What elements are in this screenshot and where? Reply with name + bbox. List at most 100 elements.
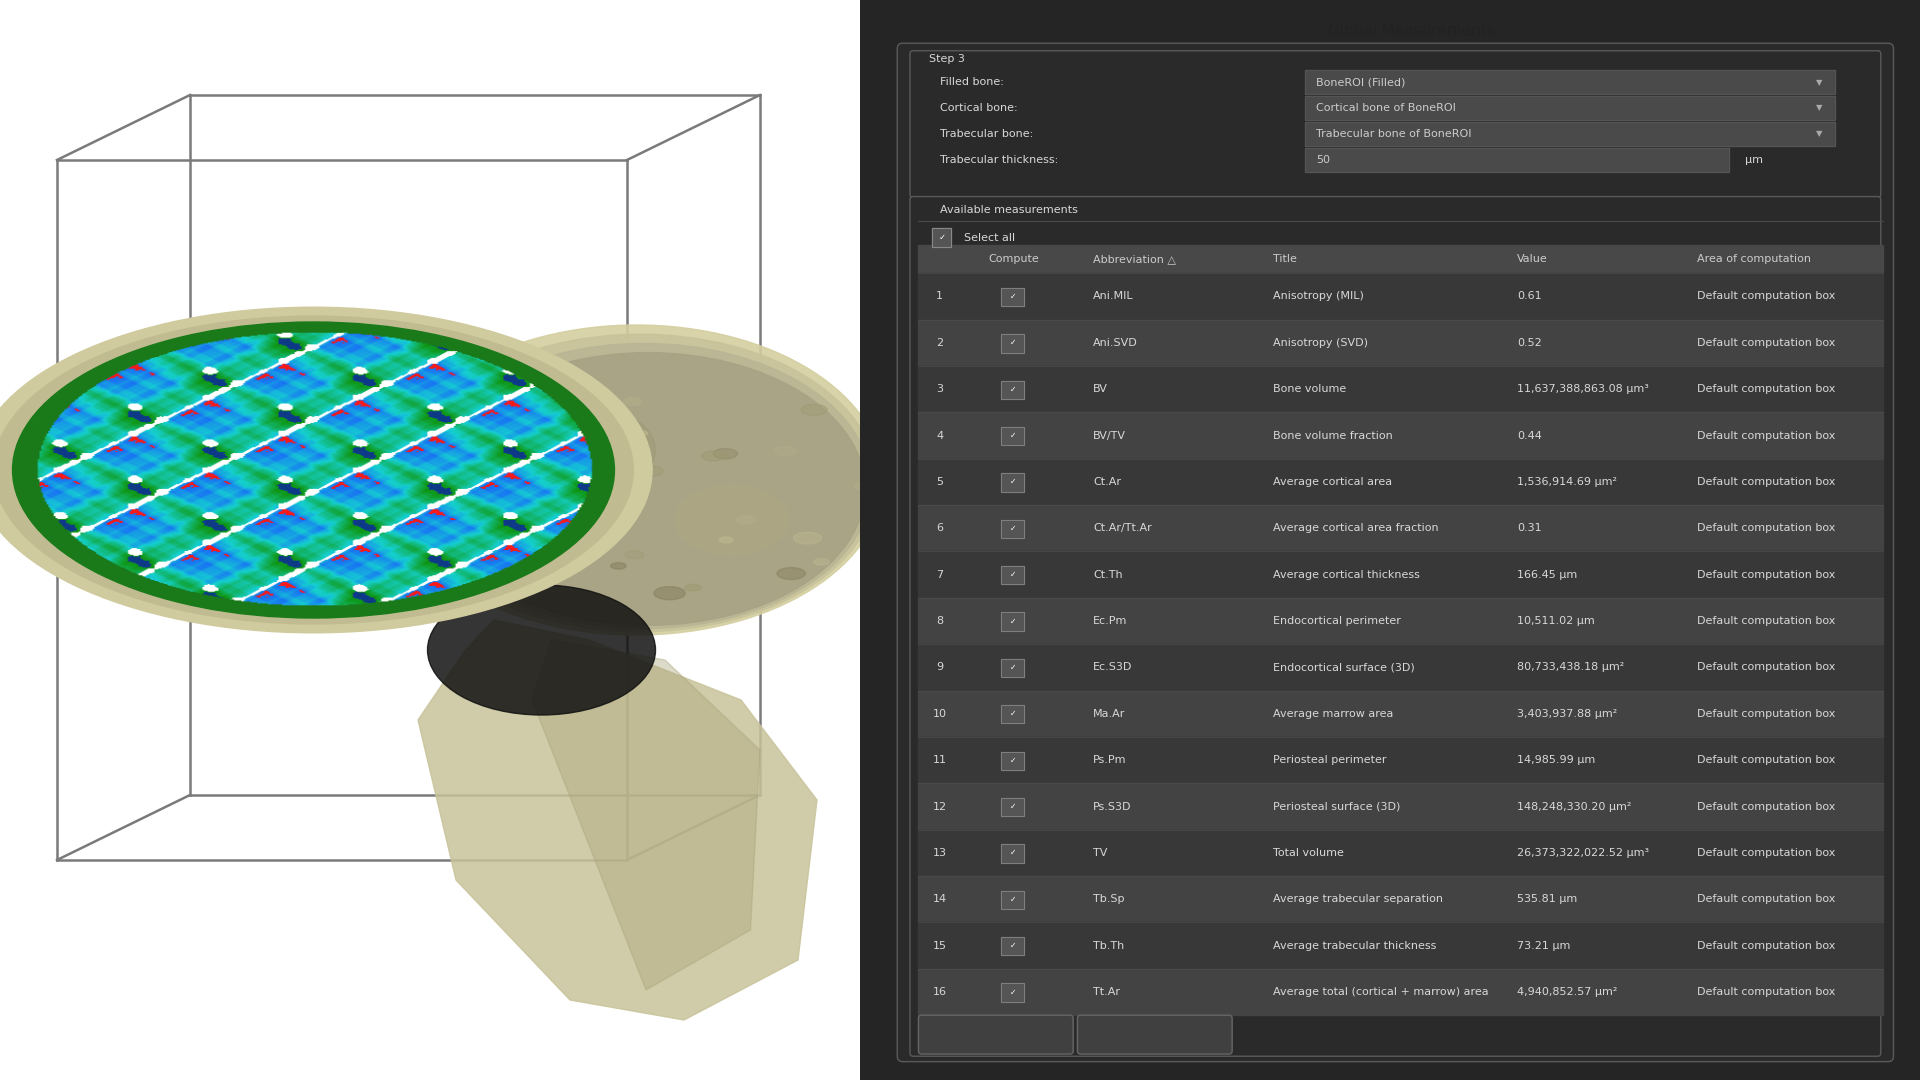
FancyBboxPatch shape xyxy=(910,51,1882,198)
Bar xyxy=(918,598,1884,644)
Text: TV: TV xyxy=(1092,848,1108,858)
Bar xyxy=(1000,659,1025,677)
Text: Ct.Th: Ct.Th xyxy=(1092,569,1123,580)
Text: ✓: ✓ xyxy=(939,233,945,242)
Text: Ct.Ar: Ct.Ar xyxy=(1092,477,1121,487)
Ellipse shape xyxy=(563,387,572,391)
Ellipse shape xyxy=(854,483,870,489)
Ellipse shape xyxy=(470,422,486,429)
Text: ▼: ▼ xyxy=(1816,130,1822,138)
Ellipse shape xyxy=(624,551,643,558)
Text: Abbreviation △: Abbreviation △ xyxy=(1092,254,1177,265)
Text: 0.44: 0.44 xyxy=(1517,431,1542,441)
Text: Trabecular bone:: Trabecular bone: xyxy=(939,129,1033,139)
Bar xyxy=(1000,287,1025,306)
Text: 26,373,322,022.52 μm³: 26,373,322,022.52 μm³ xyxy=(1517,848,1649,858)
Text: Filled bone:: Filled bone: xyxy=(939,77,1004,87)
Bar xyxy=(918,737,1884,783)
Text: Average total (cortical + marrow) area: Average total (cortical + marrow) area xyxy=(1273,987,1490,997)
Text: Ec.S3D: Ec.S3D xyxy=(1092,662,1133,673)
Bar xyxy=(1000,705,1025,724)
Ellipse shape xyxy=(424,482,445,490)
Bar xyxy=(1000,473,1025,491)
Text: Trabecular thickness:: Trabecular thickness: xyxy=(939,154,1058,165)
Bar xyxy=(918,969,1884,1015)
Text: Average cortical area: Average cortical area xyxy=(1273,477,1392,487)
Text: Bone volume: Bone volume xyxy=(1273,384,1346,394)
Text: 4: 4 xyxy=(937,431,943,441)
Text: Tb.Sp: Tb.Sp xyxy=(1092,894,1125,904)
Ellipse shape xyxy=(430,352,866,625)
Text: ✓: ✓ xyxy=(1010,941,1016,950)
Text: Ct.Ar/Tt.Ar: Ct.Ar/Tt.Ar xyxy=(1092,524,1152,534)
Ellipse shape xyxy=(549,420,580,433)
Text: ✓: ✓ xyxy=(1010,987,1016,997)
Text: 12: 12 xyxy=(933,801,947,811)
Text: 8: 8 xyxy=(937,616,943,626)
Ellipse shape xyxy=(530,457,557,468)
Text: BV/TV: BV/TV xyxy=(1092,431,1127,441)
Text: Default computation box: Default computation box xyxy=(1697,662,1836,673)
Text: μm: μm xyxy=(1745,154,1763,165)
Bar xyxy=(918,273,1884,320)
Bar xyxy=(918,876,1884,922)
Bar xyxy=(1306,122,1836,146)
Ellipse shape xyxy=(814,558,829,565)
Ellipse shape xyxy=(13,322,614,618)
Bar xyxy=(933,228,950,247)
Text: BV: BV xyxy=(1092,384,1108,394)
Bar xyxy=(1000,427,1025,445)
Bar xyxy=(918,783,1884,829)
Text: Cortical bone of BoneROI: Cortical bone of BoneROI xyxy=(1315,103,1455,113)
Text: Default computation box: Default computation box xyxy=(1697,384,1836,394)
FancyBboxPatch shape xyxy=(1077,1015,1233,1054)
Bar xyxy=(1000,380,1025,399)
Text: Compute: Compute xyxy=(989,254,1039,265)
Polygon shape xyxy=(419,620,818,1020)
Ellipse shape xyxy=(582,413,595,418)
Text: Export to CSV: Export to CSV xyxy=(958,1029,1035,1040)
Text: Average trabecular separation: Average trabecular separation xyxy=(1273,894,1444,904)
Ellipse shape xyxy=(611,563,626,569)
Text: 10: 10 xyxy=(933,708,947,719)
Bar xyxy=(1000,705,1025,724)
Text: 11,637,388,863.08 μm³: 11,637,388,863.08 μm³ xyxy=(1517,384,1649,394)
Bar xyxy=(1000,752,1025,770)
Text: Default computation box: Default computation box xyxy=(1697,848,1836,858)
Bar xyxy=(1000,937,1025,956)
Ellipse shape xyxy=(493,512,524,525)
Text: Default computation box: Default computation box xyxy=(1697,569,1836,580)
Text: ✓: ✓ xyxy=(1010,802,1016,811)
Ellipse shape xyxy=(0,307,653,633)
Bar xyxy=(1000,334,1025,352)
Bar xyxy=(1000,798,1025,816)
Text: Default computation box: Default computation box xyxy=(1697,987,1836,997)
Bar xyxy=(1000,612,1025,631)
Bar xyxy=(933,228,950,247)
Bar xyxy=(1000,287,1025,306)
Ellipse shape xyxy=(801,404,828,416)
Text: Trabecular bone of BoneROI: Trabecular bone of BoneROI xyxy=(1315,129,1471,139)
Text: Compute Measurements: Compute Measurements xyxy=(1087,1029,1223,1040)
Bar xyxy=(1000,334,1025,352)
Text: ✓: ✓ xyxy=(1010,663,1016,672)
Bar xyxy=(1000,519,1025,538)
Ellipse shape xyxy=(637,431,647,435)
Text: 7: 7 xyxy=(937,569,943,580)
Text: Tt.Ar: Tt.Ar xyxy=(1092,987,1121,997)
Ellipse shape xyxy=(720,537,733,543)
Text: Endocortical perimeter: Endocortical perimeter xyxy=(1273,616,1402,626)
Bar xyxy=(918,459,1884,505)
Text: Global Measurements: Global Measurements xyxy=(1329,23,1494,38)
Bar xyxy=(1000,612,1025,631)
Bar xyxy=(1000,659,1025,677)
Text: 6: 6 xyxy=(937,524,943,534)
FancyBboxPatch shape xyxy=(897,43,1893,1062)
Text: Default computation box: Default computation box xyxy=(1697,708,1836,719)
Ellipse shape xyxy=(609,464,618,469)
Bar xyxy=(1000,845,1025,863)
Ellipse shape xyxy=(774,446,797,456)
Text: ✓: ✓ xyxy=(1010,894,1016,904)
Text: 9: 9 xyxy=(937,662,943,673)
Text: ▼: ▼ xyxy=(1816,104,1822,112)
